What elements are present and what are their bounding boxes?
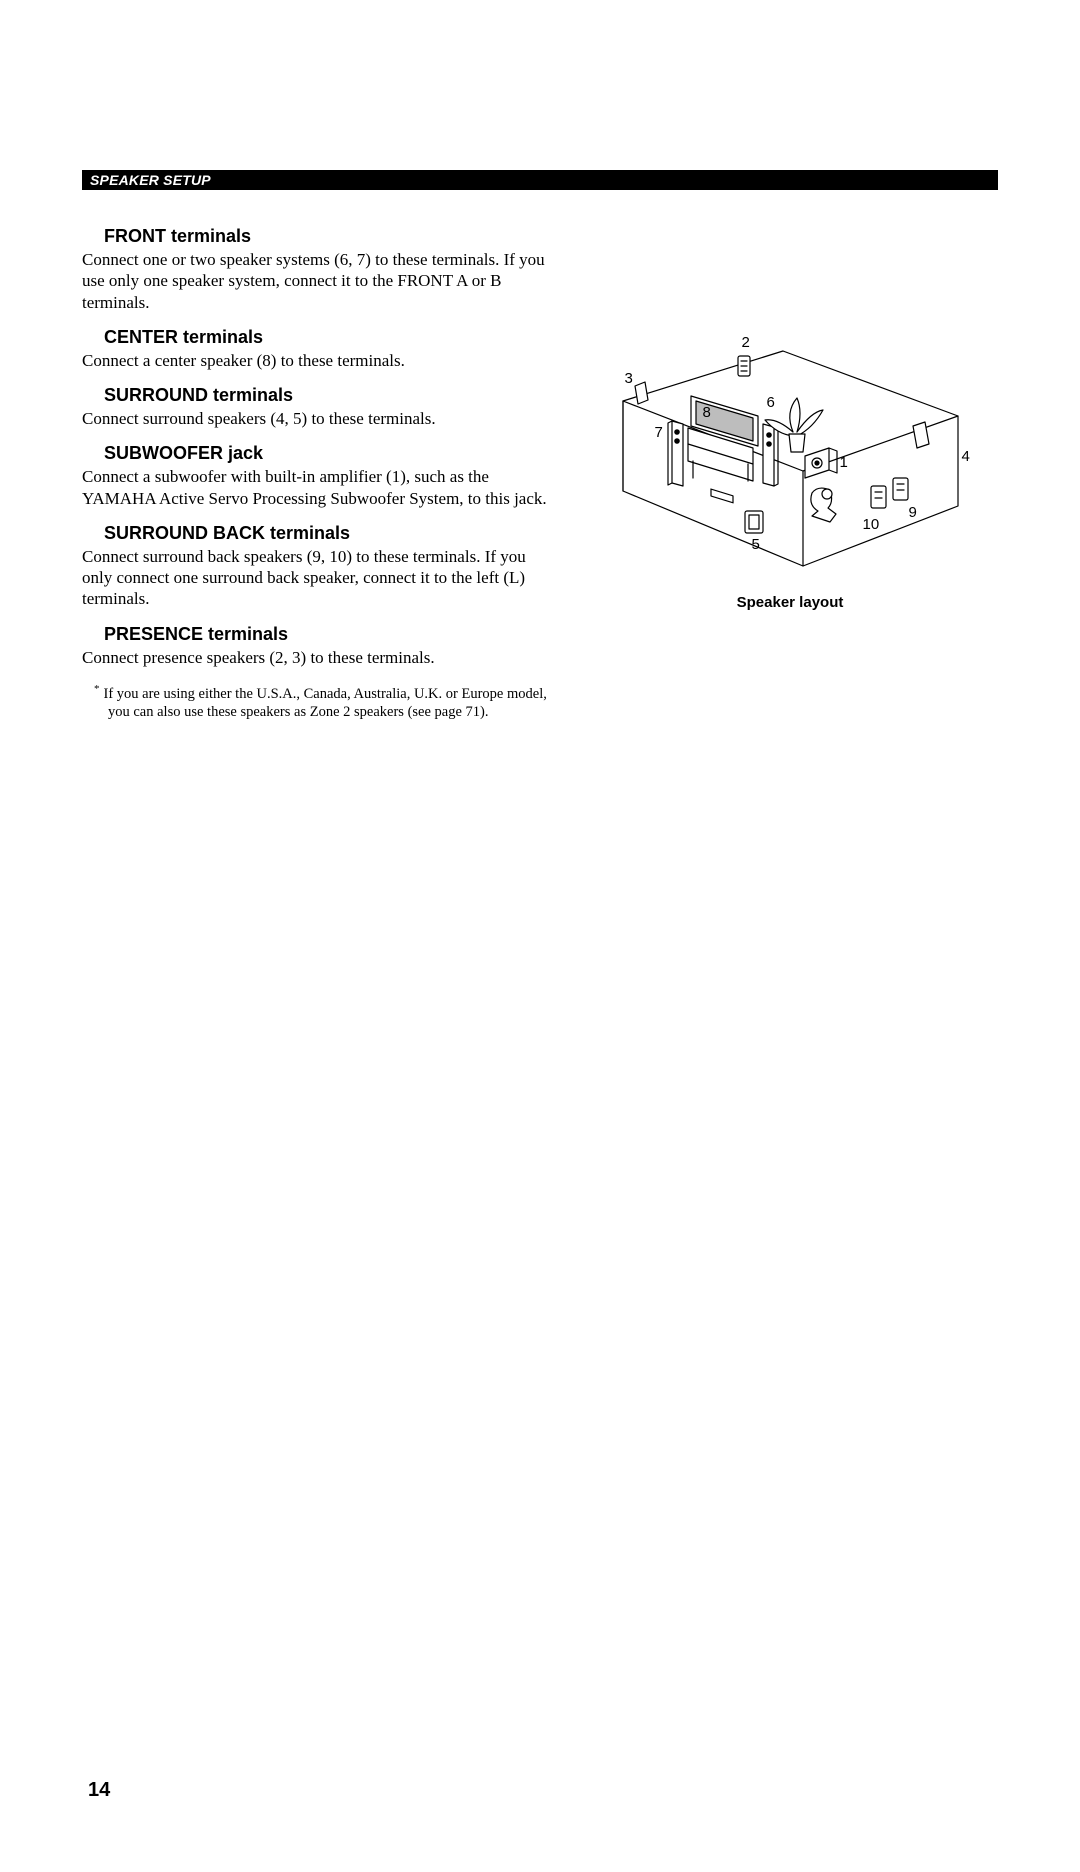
- heading-surround-back: SURROUND BACK terminals: [104, 523, 552, 544]
- label-7: 7: [655, 424, 663, 441]
- header-title: SPEAKER SETUP: [90, 172, 211, 188]
- section-front: FRONT terminals Connect one or two speak…: [82, 226, 552, 313]
- section-header-bar: SPEAKER SETUP: [82, 170, 998, 190]
- footnote-marker: *: [94, 683, 100, 695]
- label-4: 4: [962, 448, 970, 465]
- label-2: 2: [742, 334, 750, 351]
- body-surround: Connect surround speakers (4, 5) to thes…: [82, 408, 552, 429]
- label-3: 3: [625, 370, 633, 387]
- section-surround: SURROUND terminals Connect surround spea…: [82, 385, 552, 429]
- body-presence: Connect presence speakers (2, 3) to thes…: [82, 647, 552, 668]
- label-9: 9: [909, 504, 917, 521]
- footnote: * If you are using either the U.S.A., Can…: [82, 682, 552, 723]
- label-6: 6: [767, 394, 775, 411]
- page-number: 14: [88, 1779, 110, 1802]
- body-center: Connect a center speaker (8) to these te…: [82, 350, 552, 371]
- speaker-layout-diagram: 2 3 6 8 7 1 4 5 9 10: [593, 336, 988, 576]
- heading-front: FRONT terminals: [104, 226, 552, 247]
- body-front: Connect one or two speaker systems (6, 7…: [82, 249, 552, 313]
- section-surround-back: SURROUND BACK terminals Connect surround…: [82, 523, 552, 610]
- section-presence: PRESENCE terminals Connect presence spea…: [82, 624, 552, 668]
- section-center: CENTER terminals Connect a center speake…: [82, 327, 552, 371]
- label-1: 1: [840, 454, 848, 471]
- heading-surround: SURROUND terminals: [104, 385, 552, 406]
- label-5: 5: [752, 536, 760, 553]
- footnote-text: If you are using either the U.S.A., Cana…: [104, 686, 547, 721]
- right-column: 2 3 6 8 7 1 4 5 9 10 Speaker layout: [582, 226, 998, 722]
- heading-subwoofer: SUBWOOFER jack: [104, 443, 552, 464]
- heading-center: CENTER terminals: [104, 327, 552, 348]
- label-10: 10: [863, 516, 880, 533]
- page: SPEAKER SETUP FRONT terminals Connect on…: [0, 0, 1080, 1872]
- heading-presence: PRESENCE terminals: [104, 624, 552, 645]
- diagram-caption: Speaker layout: [582, 594, 998, 611]
- section-subwoofer: SUBWOOFER jack Connect a subwoofer with …: [82, 443, 552, 509]
- left-column: FRONT terminals Connect one or two speak…: [82, 226, 552, 722]
- label-8: 8: [703, 404, 711, 421]
- body-surround-back: Connect surround back speakers (9, 10) t…: [82, 546, 552, 610]
- room-diagram-icon: [593, 336, 988, 576]
- body-subwoofer: Connect a subwoofer with built-in amplif…: [82, 466, 552, 509]
- two-column-layout: FRONT terminals Connect one or two speak…: [82, 226, 998, 722]
